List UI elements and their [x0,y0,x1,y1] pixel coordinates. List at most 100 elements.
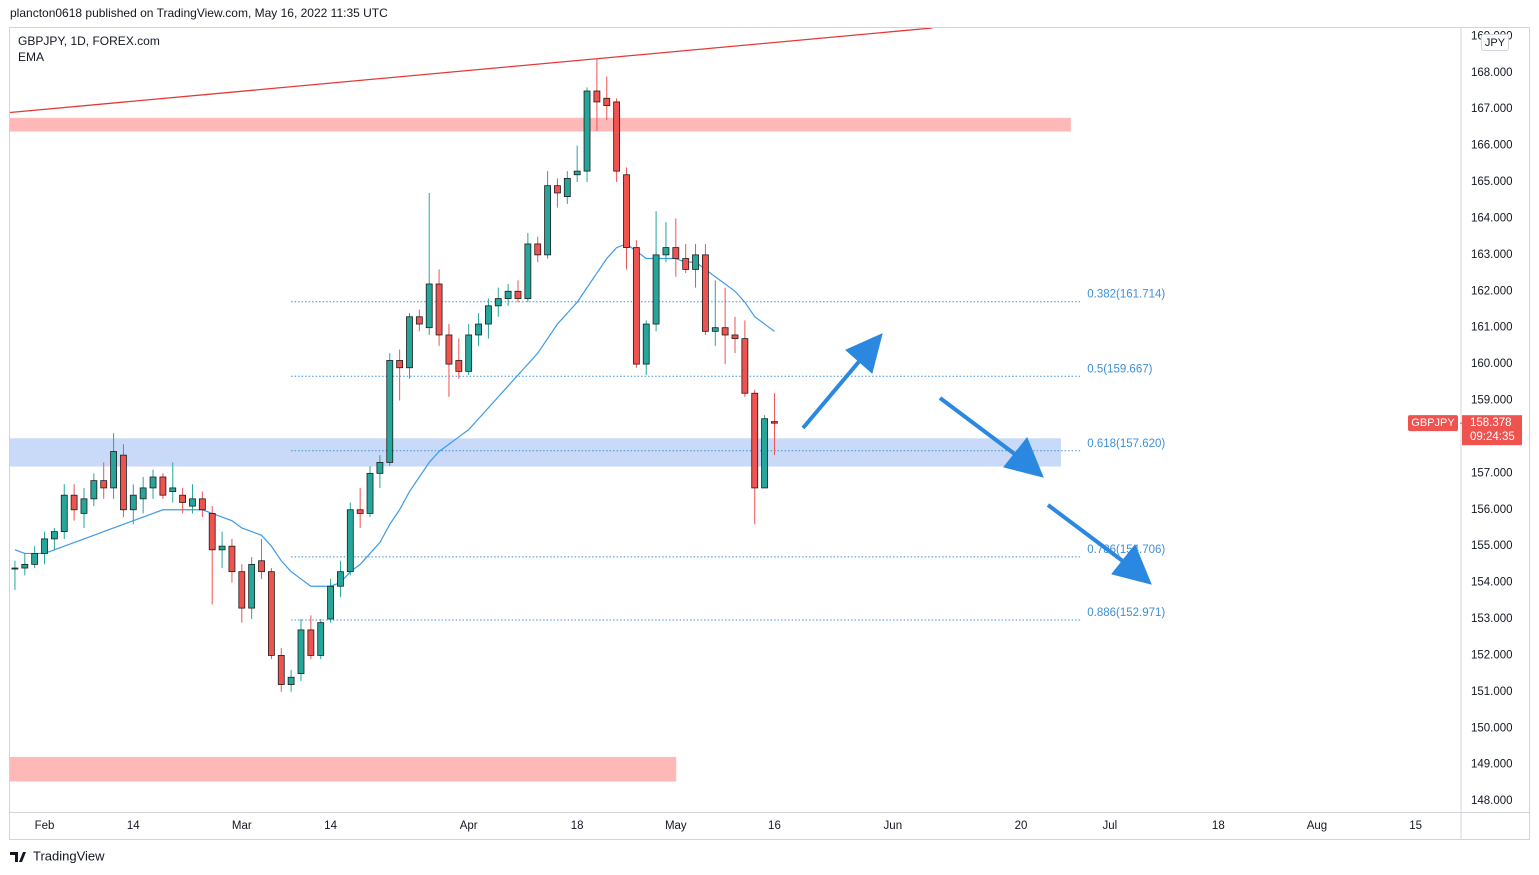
candle [623,167,630,270]
candle [494,287,502,317]
candle-body [139,487,147,500]
candle [721,287,729,365]
candle-body [248,563,256,609]
arrow-shaft [801,356,864,430]
y-tick-label: 155.000 [1471,540,1513,552]
y-tick-label: 157.000 [1471,467,1513,479]
candle-body [129,494,137,511]
candle-body [228,545,236,573]
y-tick-label: 154.000 [1471,577,1513,589]
candle [139,476,147,514]
candle [692,243,699,288]
candle-body [554,185,561,194]
candle [327,578,334,623]
candle-body [534,243,542,256]
x-tick-label: Jul [1102,820,1117,832]
candle [198,491,206,518]
candle-body [31,553,39,565]
candle [228,538,236,583]
candle-body [41,538,48,554]
candle [169,462,177,503]
candle-body [485,305,492,325]
candle [593,58,601,132]
candle-body [386,360,394,463]
candle-body [524,243,532,299]
axes: 148.000 149.000 150.000 151.000 152.000 153.0… [35,30,1522,832]
currency: JPY [1485,37,1506,49]
candle [563,171,571,204]
candle-body [238,571,246,609]
candle-body [21,563,29,569]
candle-body [455,360,463,372]
y-tick-label: 162.000 [1471,285,1513,297]
frame [9,27,1530,840]
candle [583,87,591,183]
y-tick-label: 151.000 [1471,686,1513,698]
y-tick-label: 149.000 [1471,759,1513,771]
candle-body [277,655,285,685]
y-tick-label: 160.000 [1471,358,1513,370]
candle-body [662,247,670,256]
candle [208,506,216,605]
price-box [1462,415,1522,446]
currency-box[interactable] [1481,34,1509,51]
y-tick-label: 150.000 [1471,722,1513,734]
candle [258,538,265,579]
candle [11,560,19,590]
x-tick-label: 15 [1409,820,1422,832]
candle-body [751,392,759,489]
chart-title: GBPJPY, 1D, FOREX.com [18,34,160,48]
candle [504,283,512,306]
y-tick-label: 156.000 [1471,504,1513,516]
candle [514,280,522,303]
arrow-head [845,333,883,374]
arrow-shaft [1046,503,1126,564]
candle-body [337,571,344,587]
candle-body [475,323,482,336]
candle-body [406,316,413,369]
candle-body [208,513,216,551]
symbol-box [1408,415,1458,432]
candle [307,615,315,660]
candle [346,502,354,576]
candle [652,211,660,332]
fib-label: 0.618(157.620) [1087,438,1165,450]
candle [475,313,482,346]
candle [386,353,394,467]
candle [129,484,137,525]
candle [455,338,463,379]
ema-line [14,243,775,587]
candle-body [120,454,127,511]
arrow-head [1003,437,1044,478]
candle [662,222,670,263]
indicator-label: EMA [18,50,44,64]
candle-body [198,498,206,511]
candle-body [346,509,354,573]
arrow-head [1111,544,1152,585]
candle [406,313,413,379]
fib-label: 0.382(161.714) [1087,289,1165,301]
candle-body [771,421,778,424]
y-tick-label: 159.000 [1471,395,1513,407]
logo-mark [10,852,26,862]
candle [110,433,117,499]
x-tick-label: 18 [571,820,584,832]
candle [425,192,433,335]
x-tick-label: 18 [1212,820,1225,832]
candle-body [169,487,177,492]
zone [10,438,1062,467]
candle [731,316,739,354]
candle-body [307,629,315,656]
candle [751,389,759,525]
fib-label: 0.886(152.971) [1087,607,1165,619]
candle-body [544,185,551,256]
fib-label: 0.5(159.667) [1087,363,1152,375]
candle [149,469,157,499]
trendline [10,28,933,114]
candle [672,218,680,277]
candle-body [70,494,78,511]
candle [682,243,690,274]
candle-body [465,334,473,372]
candle-body [563,177,571,197]
candle [445,324,453,397]
